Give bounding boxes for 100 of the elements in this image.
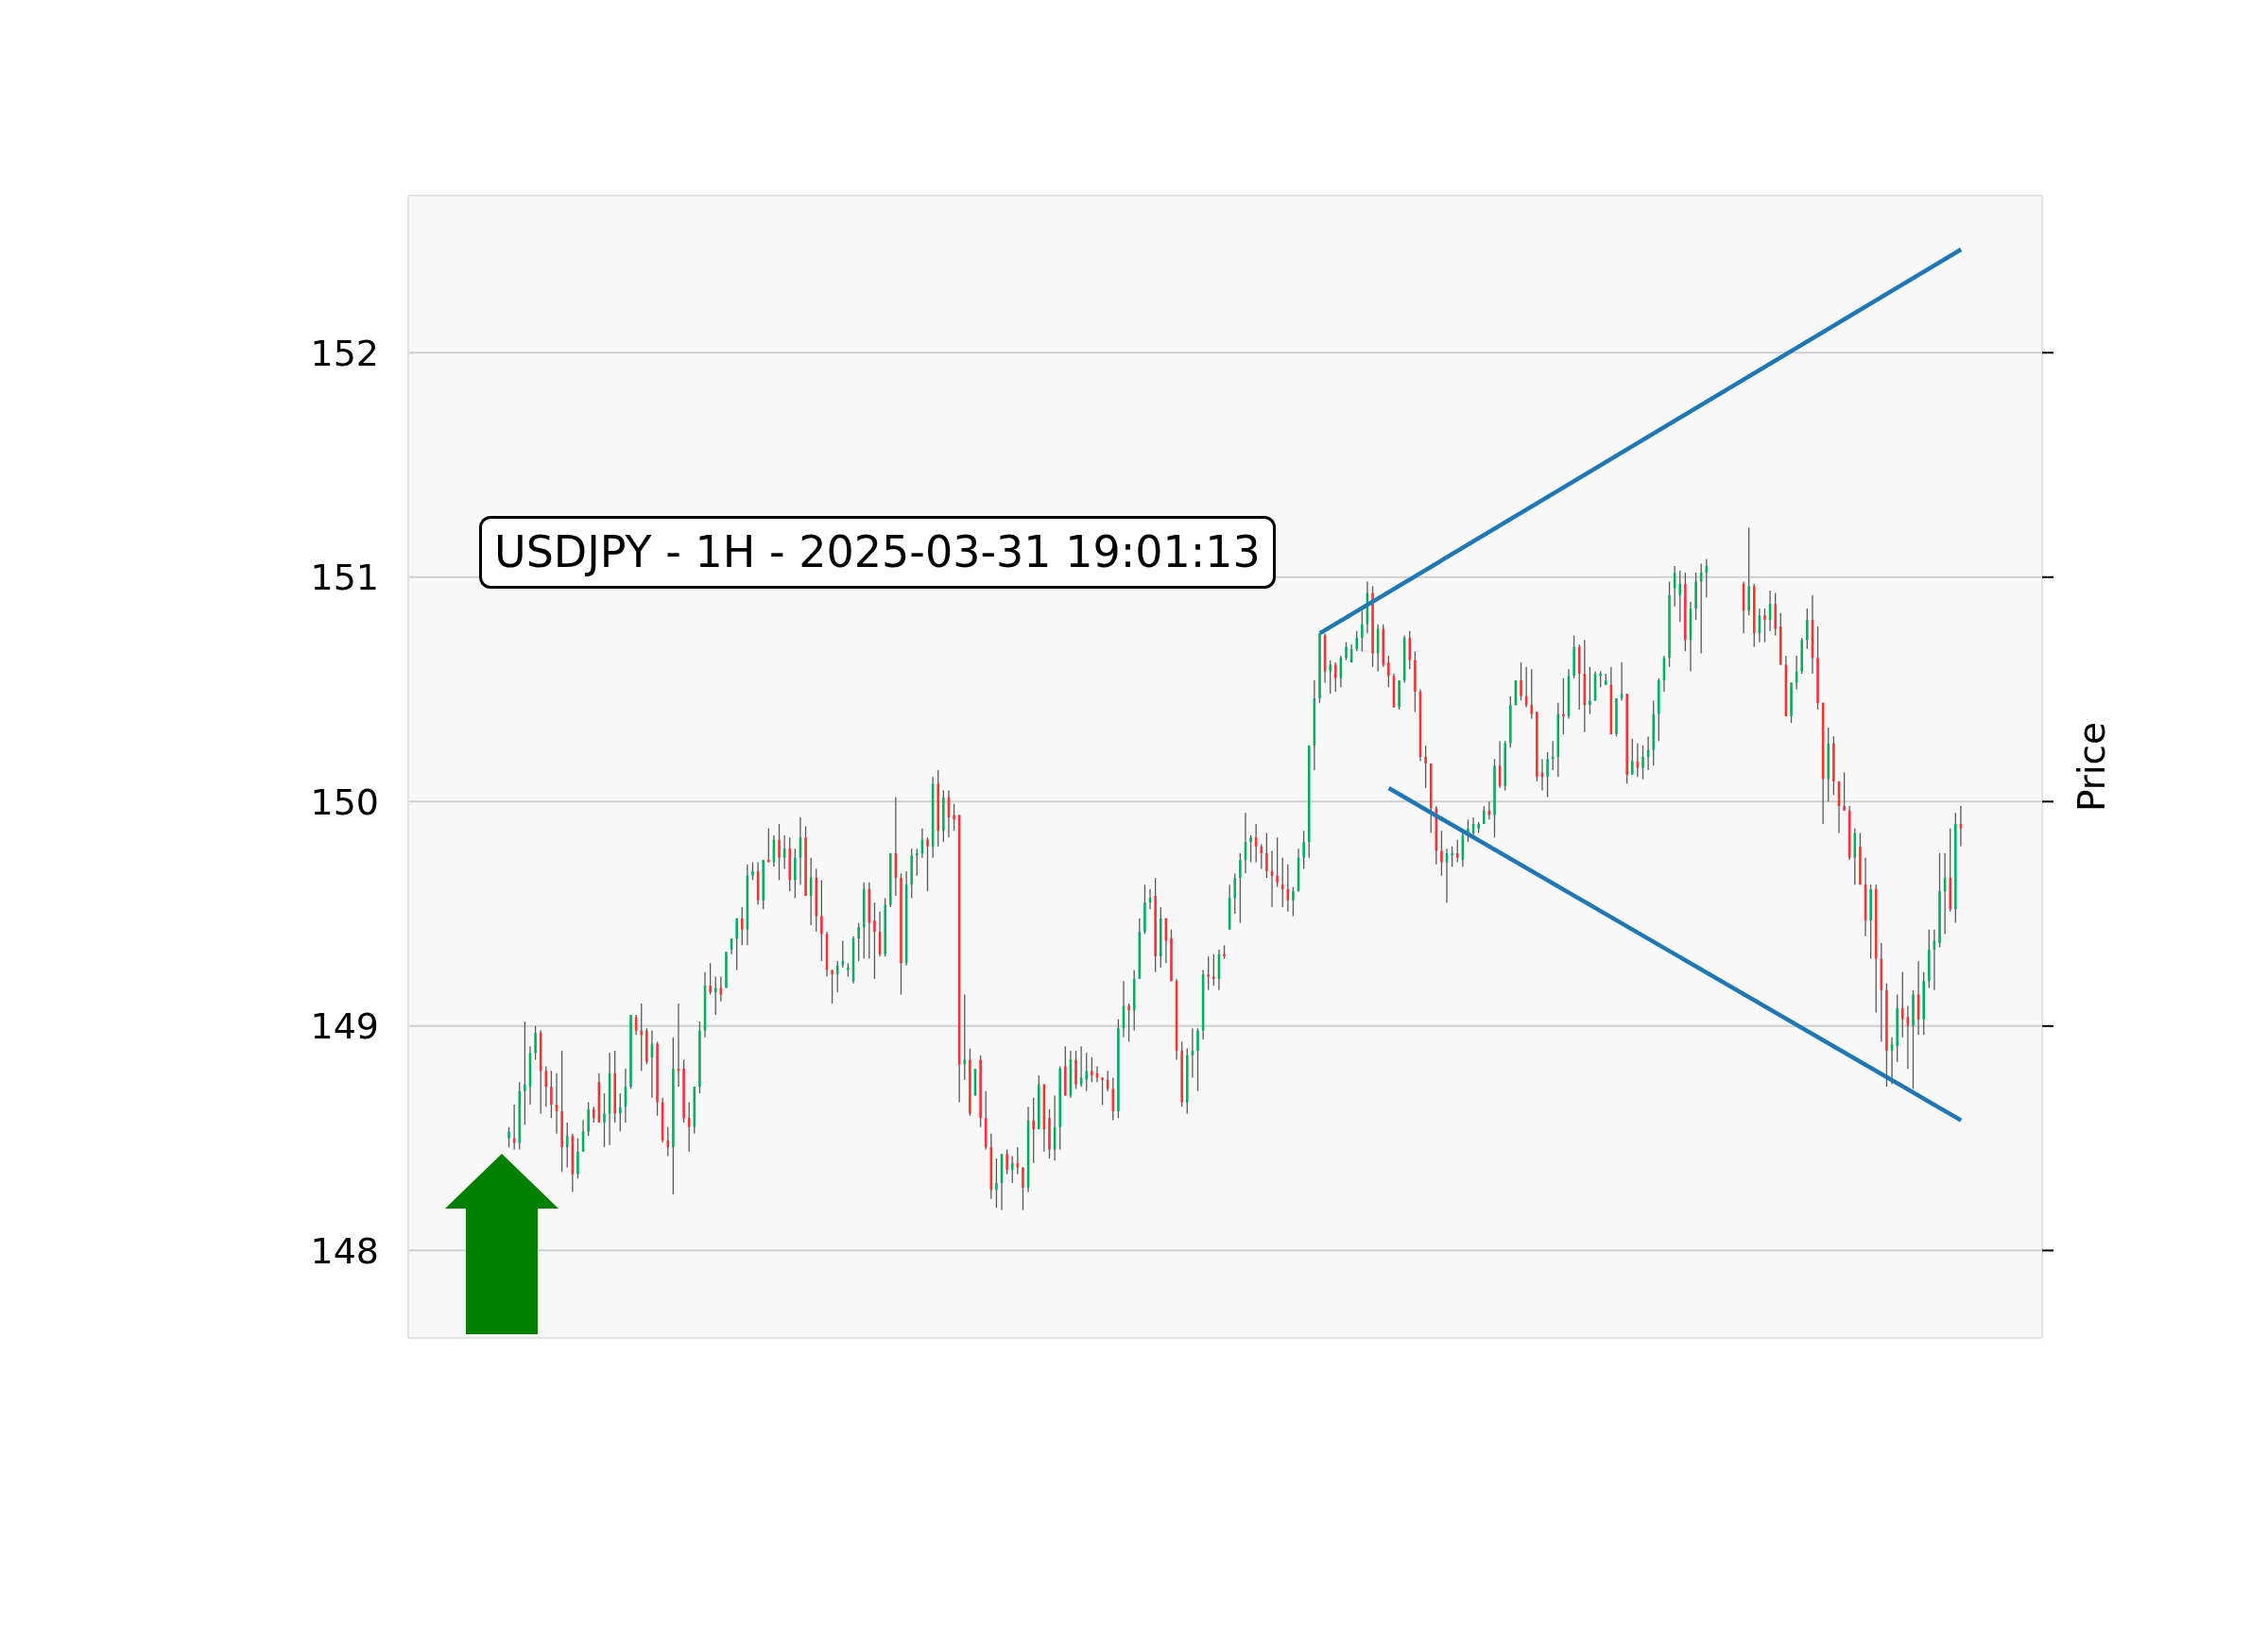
candlestick (1859, 832, 1862, 885)
candlestick (1572, 634, 1575, 679)
candlestick (1032, 1097, 1035, 1164)
candlestick (1239, 852, 1242, 924)
candlestick (1212, 953, 1215, 987)
candlestick (1196, 1027, 1199, 1092)
candlestick (1520, 661, 1522, 702)
candlestick (1091, 1056, 1093, 1083)
candlestick (640, 1003, 644, 1072)
candlestick (847, 962, 850, 978)
candlestick (1005, 1148, 1008, 1175)
candlestick (1493, 758, 1496, 838)
candlestick (926, 836, 929, 892)
candlestick (1424, 745, 1427, 789)
y-axis-title: Price (2070, 721, 2113, 813)
candlestick (1387, 655, 1390, 688)
y-tick-label: 152 (310, 332, 379, 374)
candlestick (1806, 608, 1809, 650)
y-tick-label: 151 (310, 557, 379, 599)
candlestick (1371, 585, 1374, 668)
candlestick (767, 828, 770, 864)
candlestick (857, 921, 860, 962)
candlestick (1318, 632, 1321, 704)
candlestick (1010, 1155, 1014, 1184)
candlestick (1414, 650, 1417, 712)
candlestick (1276, 836, 1279, 888)
candlestick (587, 1101, 590, 1137)
candlestick (565, 1122, 569, 1169)
candlestick (1085, 1052, 1089, 1092)
candlestick (1207, 955, 1210, 991)
candlestick (995, 1158, 998, 1209)
candlestick (1334, 661, 1337, 693)
candlestick (1127, 1003, 1130, 1043)
candlestick (741, 906, 744, 946)
candlestick (1816, 626, 1819, 711)
y-tick-label: 149 (310, 1005, 379, 1048)
candlestick (507, 1126, 510, 1148)
candlestick (1361, 609, 1364, 652)
candlestick (916, 848, 919, 877)
candlestick (603, 1092, 606, 1148)
candlestick (804, 825, 807, 897)
candlestick (1678, 570, 1682, 623)
candlestick (1763, 608, 1766, 643)
candlestick (1302, 830, 1305, 870)
candlestick (1329, 660, 1332, 695)
candlestick (672, 1037, 675, 1195)
candlestick (1641, 745, 1644, 781)
candlestick (713, 975, 717, 1016)
candlestick (629, 1014, 632, 1090)
candlestick (1233, 872, 1237, 915)
candlestick (1249, 834, 1252, 864)
candlestick (1562, 678, 1565, 735)
candlestick (1170, 929, 1173, 982)
candlestick (778, 823, 781, 882)
candlestick (1101, 1076, 1104, 1106)
candlestick (698, 1021, 701, 1094)
candlestick (1223, 944, 1226, 960)
y-tick-label: 150 (310, 781, 379, 823)
candlestick (1546, 751, 1549, 798)
candlestick (1074, 1050, 1077, 1090)
candlestick (682, 1058, 685, 1124)
candlestick (953, 803, 955, 832)
candlestick (735, 918, 738, 971)
candlestick (1885, 983, 1888, 1088)
candlestick (1832, 735, 1835, 796)
candlestick (1292, 885, 1295, 918)
candlestick (900, 872, 902, 996)
candlestick (873, 901, 876, 980)
candlestick (1684, 572, 1687, 652)
candlestick (666, 1126, 670, 1158)
candlestick (534, 1025, 537, 1061)
candlestick (820, 879, 823, 962)
candlestick (1615, 697, 1618, 738)
candlestick (1143, 884, 1146, 935)
candlestick (524, 1021, 526, 1125)
candlestick (1440, 830, 1443, 877)
candlestick (1589, 666, 1591, 715)
candlestick (1912, 989, 1915, 1090)
candlestick (794, 848, 797, 900)
text: USDJPY - 1H - 2025-03-31 19:01:13 (479, 516, 1276, 589)
candlestick (1694, 572, 1697, 621)
candlestick (1398, 679, 1400, 711)
candlestick (656, 1040, 659, 1117)
candlestick (1530, 668, 1534, 720)
candlestick (831, 969, 833, 1004)
candlestick (979, 1055, 982, 1128)
candlestick (1900, 971, 1904, 1038)
candlestick (1345, 642, 1348, 661)
candlestick (1938, 852, 1941, 949)
candlestick (1280, 857, 1284, 908)
candlestick (1455, 839, 1459, 864)
candlestick (1843, 771, 1846, 812)
candlestick (1631, 738, 1634, 776)
candlestick (1451, 846, 1453, 867)
candlestick (725, 951, 728, 989)
candlestick (969, 1047, 971, 1117)
candlestick (619, 1092, 622, 1133)
y-tick-label: 148 (310, 1229, 379, 1272)
candlestick (1048, 1108, 1051, 1159)
candlestick (1790, 681, 1793, 724)
